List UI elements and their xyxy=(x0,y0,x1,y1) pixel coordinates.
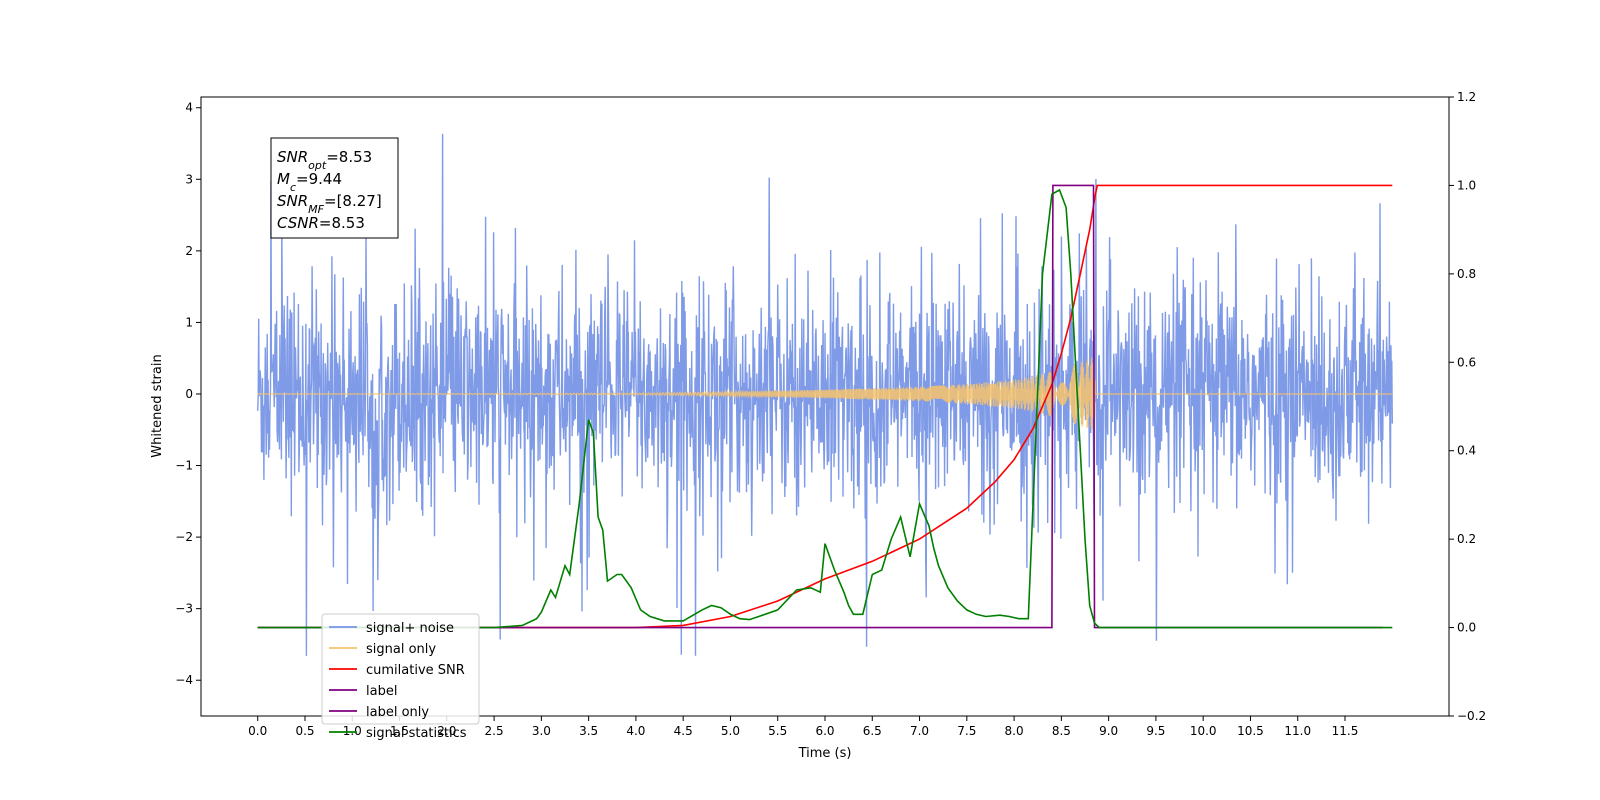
y-tick-label: 4 xyxy=(185,101,193,115)
x-tick-label: 9.5 xyxy=(1146,724,1165,738)
info-symbol: CSNR xyxy=(277,214,319,232)
x-tick-label: 0.0 xyxy=(248,724,267,738)
info-box-line: Mc=9.44 xyxy=(277,170,342,194)
series-3 xyxy=(257,184,1393,629)
x-tick-label: 5.5 xyxy=(768,724,787,738)
info-subscript: MF xyxy=(308,203,324,216)
x-tick-label: 6.0 xyxy=(815,724,834,738)
series-line xyxy=(257,188,1393,629)
x-tick-label: 2.0 xyxy=(437,724,456,738)
x-tick-label: 7.5 xyxy=(957,724,976,738)
x-tick-label: 7.0 xyxy=(910,724,929,738)
signal-only-line xyxy=(257,357,1393,430)
info-box-line: SNRMF=[8.27] xyxy=(277,192,382,216)
legend-label: signal statistics xyxy=(366,726,467,741)
x-tick-label: 1.0 xyxy=(343,724,362,738)
x-tick-label: 11.5 xyxy=(1332,724,1359,738)
x-tick-label: 4.0 xyxy=(626,724,645,738)
y2-tick-label: 1.0 xyxy=(1457,178,1476,192)
x-tick-label: 1.5 xyxy=(390,724,409,738)
y2-tick-label: 0.4 xyxy=(1457,444,1476,458)
y-tick-label: −1 xyxy=(175,459,193,473)
legend: signal+ noise signal only cumilative SNR la… xyxy=(321,613,480,741)
info-subscript: c xyxy=(290,181,296,194)
x-tick-label: 5.0 xyxy=(721,724,740,738)
x-tick-label: 2.5 xyxy=(485,724,504,738)
x-tick-label: 3.5 xyxy=(579,724,598,738)
legend-frame xyxy=(321,613,480,725)
y2-tick-label: 0.6 xyxy=(1457,355,1476,369)
x-axis: 0.0 0.5 1.0 1.5 2.0 2.5 3.0 3.5 4.0 4.5 5.0 5.5 6.0 6… xyxy=(248,716,1358,738)
y2-tick-label: 0.2 xyxy=(1457,532,1476,546)
info-symbol: SNR xyxy=(277,148,308,166)
info-box-line: CSNR=8.53 xyxy=(277,214,365,232)
plot-area xyxy=(257,133,1394,656)
x-tick-label: 3.0 xyxy=(532,724,551,738)
x-tick-label: 0.5 xyxy=(295,724,314,738)
y2-tick-label: −0.2 xyxy=(1457,709,1486,723)
y2-tick-label: 0.8 xyxy=(1457,267,1476,281)
x-tick-label: 11.0 xyxy=(1284,724,1311,738)
info-symbol: SNR xyxy=(277,192,308,210)
y-axis-left: −4 −3 −2 −1 0 1 2 3 4 xyxy=(175,101,201,687)
legend-label: label only xyxy=(366,705,429,720)
x-tick-label: 9.0 xyxy=(1099,724,1118,738)
y2-tick-label: 1.2 xyxy=(1457,90,1476,104)
y-tick-label: 1 xyxy=(185,315,193,329)
x-tick-label: 4.5 xyxy=(674,724,693,738)
info-value: =9.44 xyxy=(296,170,342,188)
legend-label: cumilative SNR xyxy=(366,663,465,678)
info-subscript: opt xyxy=(308,159,327,172)
info-box-frame xyxy=(270,137,399,239)
info-symbol: M xyxy=(277,170,290,188)
legend-label: signal only xyxy=(366,642,436,657)
x-tick-label: 8.5 xyxy=(1052,724,1071,738)
legend-label: label xyxy=(366,684,397,699)
series-line xyxy=(257,184,1393,629)
y-tick-label: −4 xyxy=(175,673,193,687)
x-tick-label: 10.5 xyxy=(1237,724,1264,738)
y-tick-label: 3 xyxy=(185,172,193,186)
series-6 xyxy=(257,188,1393,629)
info-value: =[8.27] xyxy=(324,192,382,210)
x-axis-label: Time (s) xyxy=(798,746,852,761)
y-tick-label: 0 xyxy=(185,387,193,401)
x-tick-label: 6.5 xyxy=(863,724,882,738)
y-tick-label: 2 xyxy=(185,244,193,258)
series-2 xyxy=(257,357,1393,430)
y-tick-label: −3 xyxy=(175,602,193,616)
y-axis-label: Whitened strain xyxy=(150,354,165,457)
info-box-line: SNRopt=8.53 xyxy=(277,148,372,172)
legend-label: signal+ noise xyxy=(366,621,454,636)
info-value: =8.53 xyxy=(326,148,372,166)
y-tick-label: −2 xyxy=(175,530,193,544)
x-tick-label: 8.0 xyxy=(1005,724,1024,738)
info-value: =8.53 xyxy=(319,214,365,232)
x-tick-label: 10.0 xyxy=(1190,724,1217,738)
y-axis-right: −0.2 0.0 0.2 0.4 0.6 0.8 1.0 1.2 xyxy=(1449,90,1486,723)
y2-tick-label: 0.0 xyxy=(1457,621,1476,635)
